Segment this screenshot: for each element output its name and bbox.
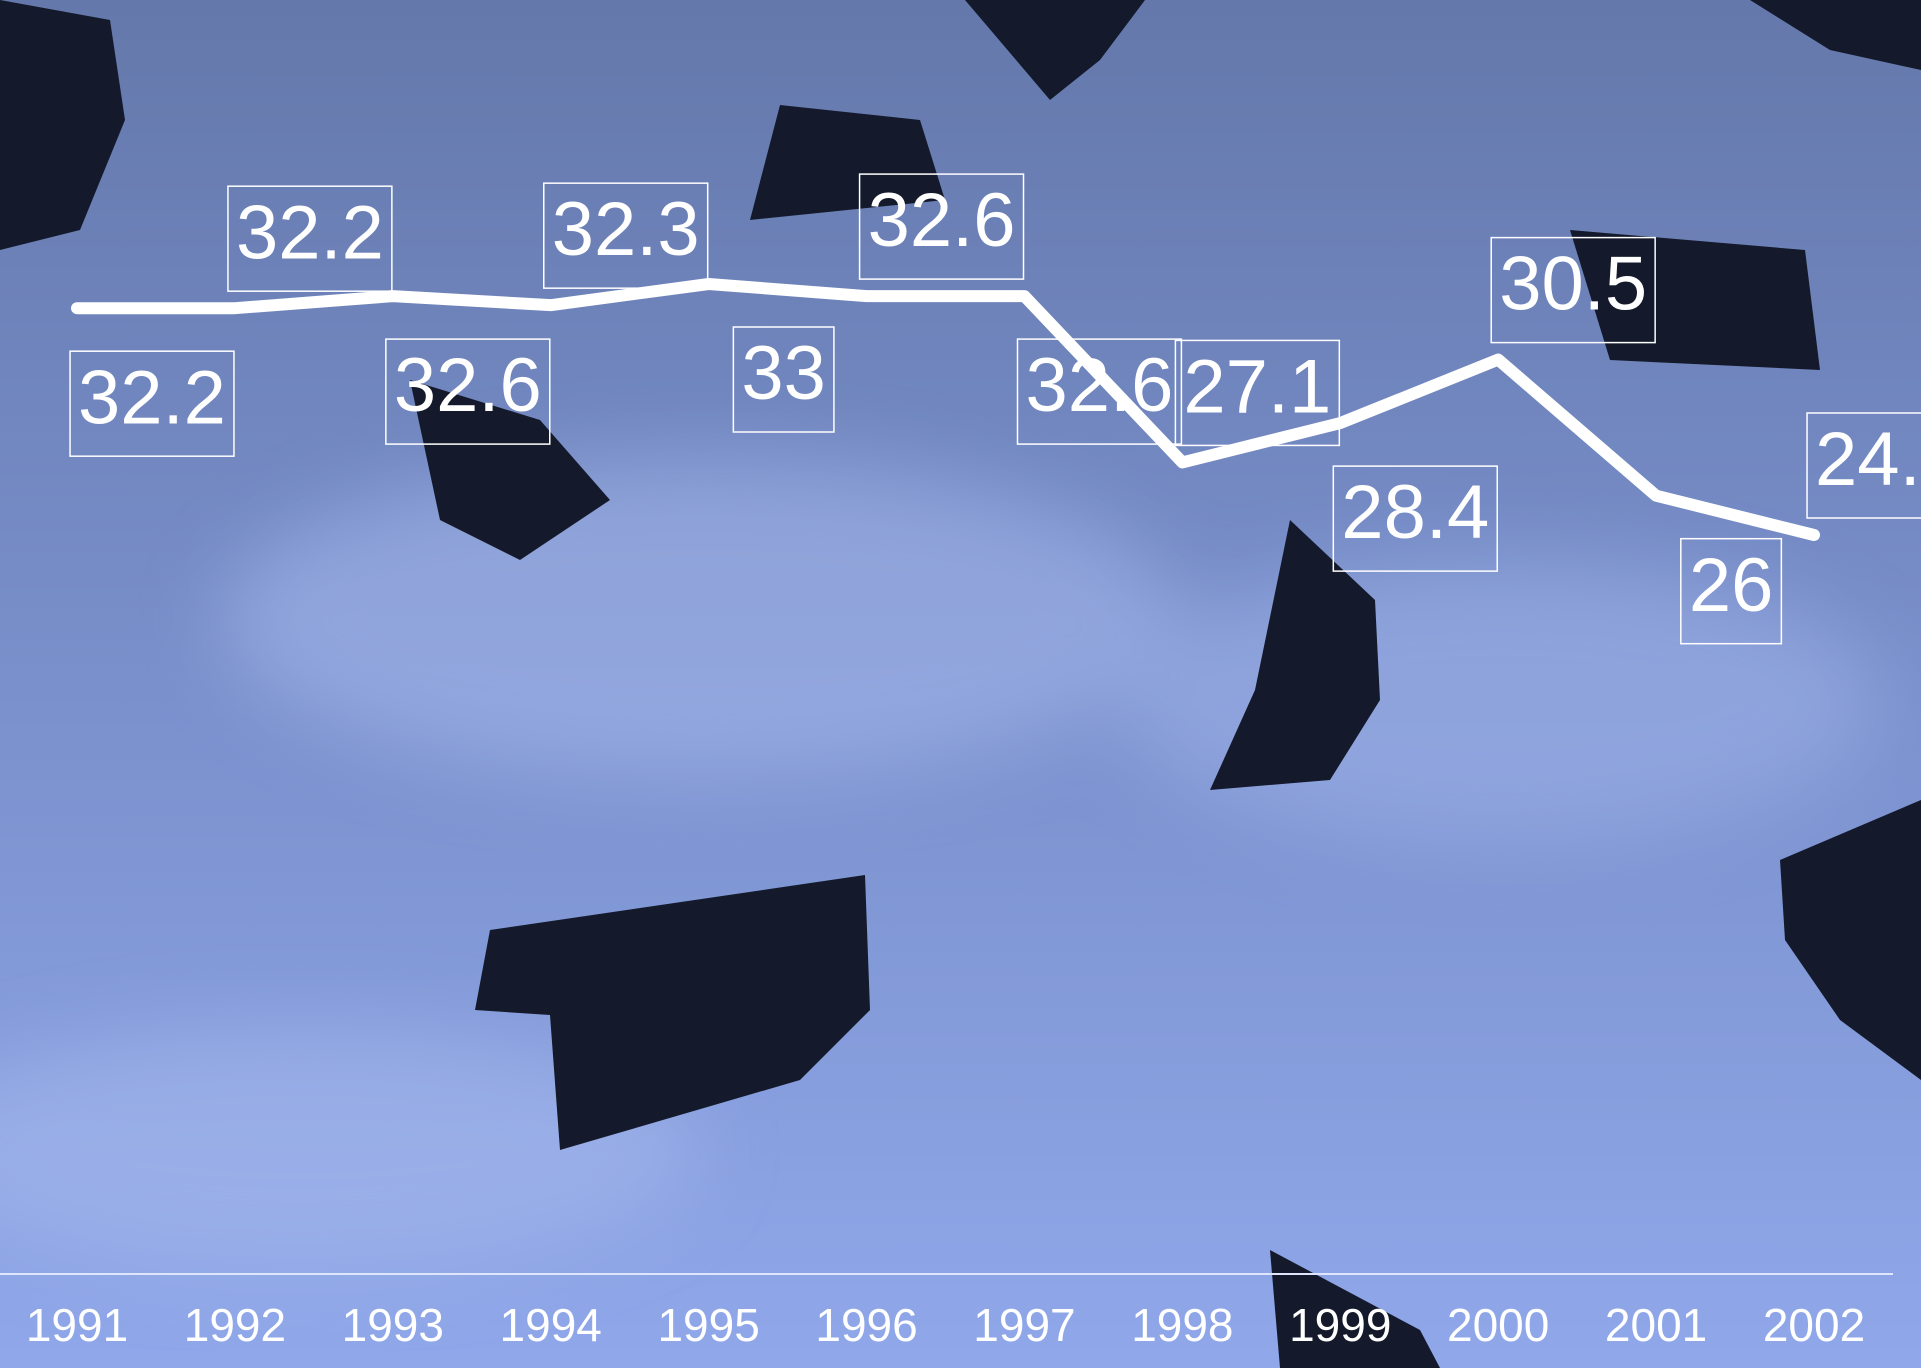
x-tick-label: 1991 xyxy=(26,1299,128,1351)
data-label-box xyxy=(858,173,1025,280)
x-tick-label: 1999 xyxy=(1289,1299,1391,1351)
x-tick-label: 1993 xyxy=(342,1299,444,1351)
data-label: 32.2 xyxy=(78,355,226,440)
data-line xyxy=(71,278,1820,541)
data-label-box xyxy=(1174,339,1341,447)
x-tick-label: 1994 xyxy=(500,1299,602,1351)
data-label-group: 32.6 xyxy=(385,338,551,445)
plot: 1991 1992 1993 1994 1995 1996 1997 1998 1999 2000… xyxy=(0,173,1921,1351)
x-tick-label: 1995 xyxy=(657,1299,759,1351)
x-tick-label: 2000 xyxy=(1447,1299,1549,1351)
data-label: 30.5 xyxy=(1499,242,1647,327)
x-tick-label: 1992 xyxy=(184,1299,286,1351)
data-label: 27.1 xyxy=(1183,344,1331,429)
data-label-group: 32.6 xyxy=(1016,338,1183,445)
data-label-group: 32.6 xyxy=(858,173,1025,280)
data-label-group: 32.2 xyxy=(69,350,235,457)
x-tick-label: 2002 xyxy=(1763,1299,1865,1351)
data-label-box xyxy=(1680,537,1783,645)
x-tick-label: 2001 xyxy=(1605,1299,1707,1351)
data-label-group: 32.2 xyxy=(227,185,393,292)
data-label-box xyxy=(227,185,393,292)
data-label: 32.6 xyxy=(868,178,1016,263)
data-label: 33 xyxy=(741,331,826,416)
data-label-box xyxy=(732,326,835,433)
data-label: 32.6 xyxy=(1025,343,1173,428)
data-label-box xyxy=(1016,338,1183,445)
data-label-group: 33 xyxy=(732,326,835,433)
data-label: 32.6 xyxy=(394,343,542,428)
data-label-box xyxy=(543,182,709,289)
data-label: 32.3 xyxy=(552,187,700,272)
data-label: 26 xyxy=(1689,543,1774,628)
x-tick-label: 1996 xyxy=(815,1299,917,1351)
data-label-group: 24.7 xyxy=(1806,412,1921,519)
data-label-box xyxy=(1806,412,1921,519)
x-tick-label: 1998 xyxy=(1131,1299,1233,1351)
data-label-group: 32.3 xyxy=(543,182,709,289)
x-tick-label: 1997 xyxy=(973,1299,1075,1351)
data-label-group: 26 xyxy=(1680,537,1783,645)
data-label-box xyxy=(1490,236,1656,344)
data-label: 32.2 xyxy=(236,190,384,275)
data-label-box xyxy=(69,350,235,457)
data-label-group: 28.4 xyxy=(1332,465,1498,572)
data-label-box xyxy=(1332,465,1498,572)
data-label: 24.7 xyxy=(1815,417,1921,502)
data-label-box xyxy=(385,338,551,445)
data-label-group: 30.5 xyxy=(1490,236,1656,344)
data-label-group: 27.1 xyxy=(1174,339,1341,447)
data-label: 28.4 xyxy=(1341,470,1489,555)
